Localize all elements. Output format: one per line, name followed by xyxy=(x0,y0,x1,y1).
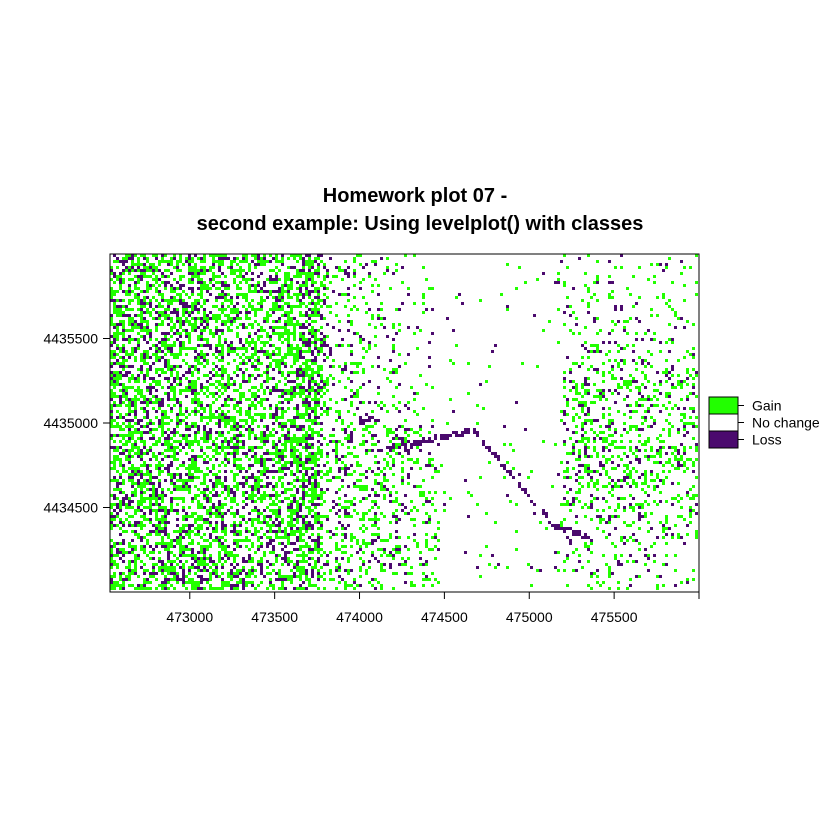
chart-title-line-2: second example: Using levelplot() with c… xyxy=(196,213,644,235)
x-tick-label: 474500 xyxy=(421,609,468,625)
legend-label: No change xyxy=(752,415,820,431)
y-tick-label: 4435000 xyxy=(43,415,98,431)
y-tick-label: 4434500 xyxy=(43,500,98,516)
chart-title-line-1: Homework plot 07 - xyxy=(322,185,508,207)
y-axis: 4434500 4435000 4435500 xyxy=(43,331,110,516)
x-tick-label: 473000 xyxy=(166,609,213,625)
legend-swatch xyxy=(708,413,739,432)
x-tick-label: 475500 xyxy=(591,609,638,625)
x-tick-label: 475000 xyxy=(506,609,553,625)
raster-layer xyxy=(110,254,698,590)
legend-label: Loss xyxy=(752,432,782,448)
x-tick-label: 474000 xyxy=(336,609,383,625)
legend-swatch xyxy=(708,396,739,415)
legend-swatch xyxy=(708,430,739,449)
y-tick-label: 4435500 xyxy=(43,331,98,347)
x-axis: 473000 473500 474000 474500 475000 475500 xyxy=(166,592,700,625)
legend-label: Gain xyxy=(752,398,782,414)
x-tick-label: 473500 xyxy=(251,609,298,625)
